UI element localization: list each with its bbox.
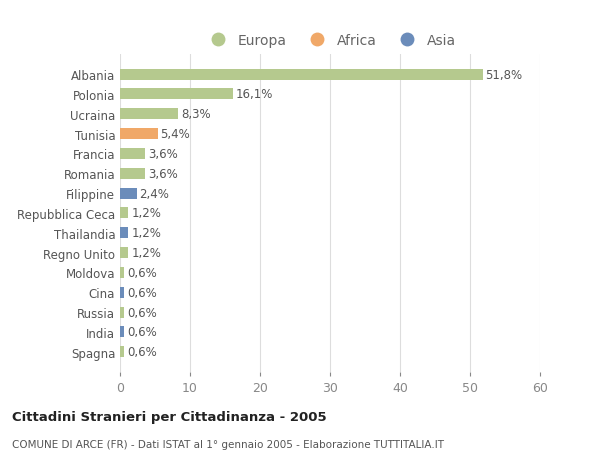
Bar (120, 109, 178, 120)
Text: Cittadini Stranieri per Cittadinanza - 2005: Cittadini Stranieri per Cittadinanza - 2… (12, 410, 326, 423)
Bar (120, 149, 145, 160)
Bar (120, 89, 233, 100)
Text: 8,3%: 8,3% (181, 108, 211, 121)
Text: 1,2%: 1,2% (131, 246, 161, 259)
Bar (120, 267, 124, 278)
Bar (120, 347, 124, 358)
Text: 1,2%: 1,2% (131, 227, 161, 240)
Text: 3,6%: 3,6% (148, 148, 178, 161)
Text: 0,6%: 0,6% (127, 266, 157, 279)
Text: 0,6%: 0,6% (127, 326, 157, 339)
Bar (120, 228, 128, 239)
Text: 3,6%: 3,6% (148, 168, 178, 180)
Bar (120, 168, 145, 179)
Text: 0,6%: 0,6% (127, 346, 157, 358)
Text: COMUNE DI ARCE (FR) - Dati ISTAT al 1° gennaio 2005 - Elaborazione TUTTITALIA.IT: COMUNE DI ARCE (FR) - Dati ISTAT al 1° g… (12, 440, 444, 449)
Text: 51,8%: 51,8% (485, 68, 523, 81)
Bar (120, 307, 124, 318)
Bar (120, 247, 128, 258)
Bar (120, 188, 137, 199)
Bar (120, 287, 124, 298)
Bar (120, 208, 128, 219)
Text: 16,1%: 16,1% (235, 88, 273, 101)
Text: 5,4%: 5,4% (161, 128, 190, 141)
Bar (120, 327, 124, 338)
Text: 0,6%: 0,6% (127, 306, 157, 319)
Text: 1,2%: 1,2% (131, 207, 161, 220)
Bar (120, 129, 158, 140)
Bar (120, 69, 482, 80)
Text: 0,6%: 0,6% (127, 286, 157, 299)
Text: 2,4%: 2,4% (140, 187, 169, 200)
Legend: Europa, Africa, Asia: Europa, Africa, Asia (205, 34, 455, 47)
